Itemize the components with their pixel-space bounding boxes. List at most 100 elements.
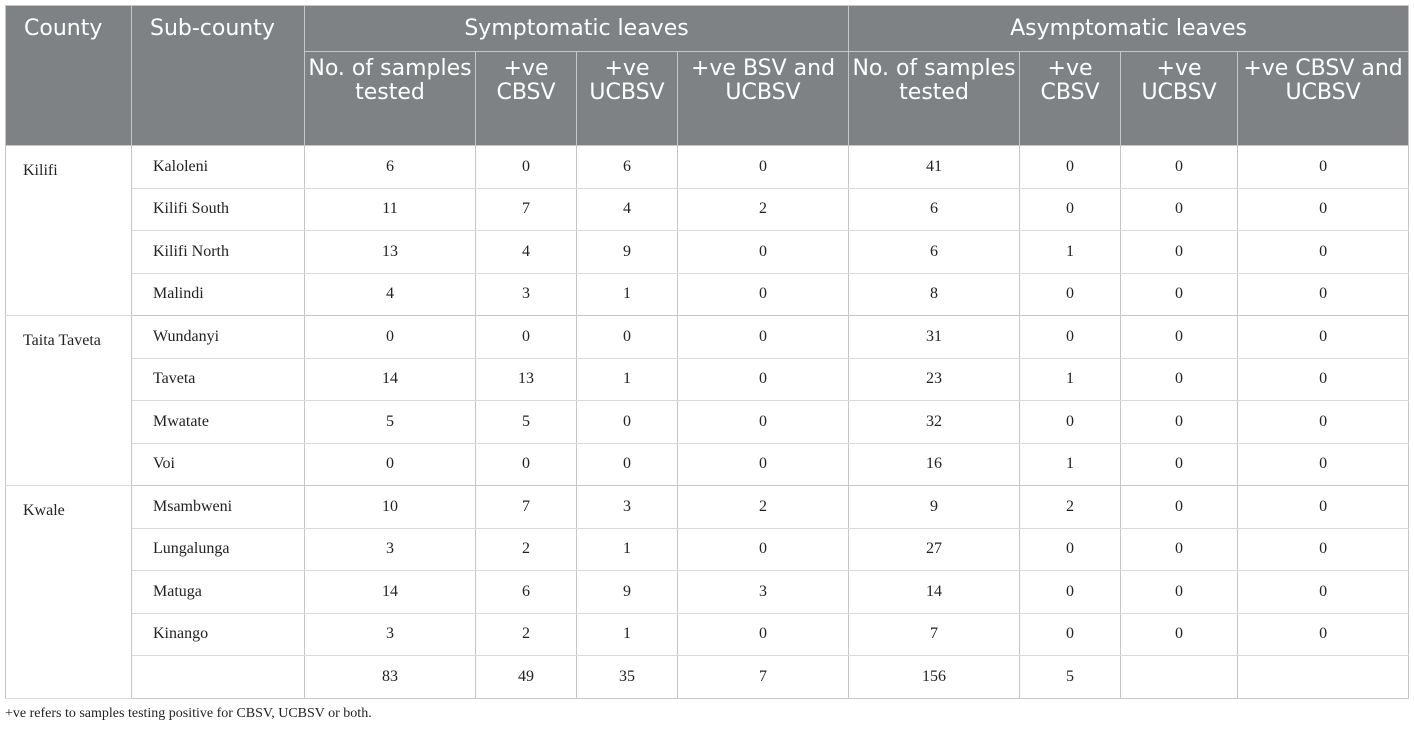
value-cell: 0 — [304, 315, 476, 359]
value-cell: 0 — [676, 400, 850, 444]
value-cell: 0 — [576, 315, 678, 359]
value-cell: 1 — [576, 358, 678, 401]
table-row: Voi 0 0 0 0 16 1 0 0 — [6, 443, 1410, 486]
sub-county-cell: Wundanyi — [131, 315, 305, 359]
value-cell: 1 — [1019, 358, 1122, 401]
value-cell — [1237, 655, 1410, 699]
value-cell: 0 — [1019, 528, 1122, 571]
value-cell: 0 — [1237, 273, 1410, 316]
header-symptomatic-samples-tested: No. of samples tested — [304, 51, 476, 146]
value-cell: 27 — [848, 528, 1021, 571]
value-cell: 0 — [1019, 145, 1122, 189]
value-cell: 7 — [475, 188, 577, 231]
value-cell: 0 — [1120, 528, 1239, 571]
value-cell: 0 — [676, 315, 850, 359]
value-cell: 7 — [475, 485, 577, 529]
table-body: Kilifi Kaloleni 6 0 6 0 41 0 0 0 Kilifi South 11 7 4 2… — [5, 145, 1410, 699]
sub-county-cell: Msambweni — [131, 485, 305, 529]
value-cell: 8 — [848, 273, 1021, 316]
header-symptomatic-bsv-and-ucbsv: +ve BSV and UCBSV — [676, 51, 850, 146]
header-symptomatic-ucbsv: +ve UCBSV — [576, 51, 678, 146]
header-symptomatic-cbsv: +ve CBSV — [475, 51, 577, 146]
table-row: 83 49 35 7 156 5 — [6, 655, 1410, 699]
value-cell: 0 — [1019, 570, 1122, 614]
value-cell: 0 — [676, 273, 850, 316]
value-cell: 31 — [848, 315, 1021, 359]
header-asymptomatic-samples-tested: No. of samples tested — [848, 51, 1021, 146]
value-cell: 0 — [1237, 570, 1410, 614]
table-row: Matuga 14 6 9 3 14 0 0 0 — [6, 570, 1410, 614]
value-cell: 9 — [848, 485, 1021, 529]
value-cell: 3 — [576, 485, 678, 529]
value-cell: 2 — [676, 485, 850, 529]
value-cell: 1 — [1019, 230, 1122, 274]
table-row: Taita Taveta Wundanyi 0 0 0 0 31 0 0 0 — [5, 315, 1410, 486]
sub-county-cell: Taveta — [131, 358, 305, 401]
value-cell: 0 — [304, 443, 476, 486]
sub-county-cell: Lungalunga — [131, 528, 305, 571]
header-asymptomatic-cbsv-and-ucbsv: +ve CBSV and UCBSV — [1237, 51, 1410, 146]
value-cell: 0 — [475, 443, 577, 486]
value-cell: 3 — [676, 570, 850, 614]
value-cell: 7 — [676, 655, 850, 699]
value-cell: 49 — [475, 655, 577, 699]
value-cell: 0 — [1237, 145, 1410, 189]
sub-county-cell — [131, 655, 305, 699]
header-symptomatic-leaves: Symptomatic leaves — [303, 5, 850, 52]
value-cell: 0 — [1120, 443, 1239, 486]
sub-county-cell: Kilifi South — [131, 188, 305, 231]
value-cell: 0 — [1120, 145, 1239, 189]
table-footnote: +ve refers to samples testing positive f… — [5, 706, 372, 721]
table-row: Kwale Msambweni 10 7 3 2 9 2 0 0 — [5, 485, 1410, 699]
value-cell: 16 — [848, 443, 1021, 486]
value-cell: 6 — [848, 188, 1021, 231]
value-cell: 6 — [848, 230, 1021, 274]
value-cell: 0 — [1120, 230, 1239, 274]
header-asymptomatic-ucbsv: +ve UCBSV — [1120, 51, 1239, 146]
value-cell: 2 — [475, 613, 577, 656]
value-cell: 0 — [1237, 358, 1410, 401]
value-cell: 7 — [848, 613, 1021, 656]
value-cell: 2 — [1019, 485, 1122, 529]
sub-county-cell: Malindi — [131, 273, 305, 316]
value-cell: 6 — [304, 145, 476, 189]
value-cell: 0 — [1019, 613, 1122, 656]
header-sub-county: Sub-county — [131, 5, 305, 146]
value-cell: 10 — [304, 485, 476, 529]
value-cell: 0 — [1120, 358, 1239, 401]
value-cell: 32 — [848, 400, 1021, 444]
value-cell: 1 — [576, 613, 678, 656]
value-cell — [1120, 655, 1239, 699]
value-cell: 23 — [848, 358, 1021, 401]
value-cell: 3 — [475, 273, 577, 316]
table-row: Mwatate 5 5 0 0 32 0 0 0 — [6, 400, 1410, 444]
sub-county-cell: Mwatate — [131, 400, 305, 444]
header-asymptomatic-leaves: Asymptomatic leaves — [848, 5, 1410, 52]
table-container: County Sub-county Symptomatic leaves Asy… — [5, 5, 1410, 699]
table-row: Lungalunga 3 2 1 0 27 0 0 0 — [6, 528, 1410, 571]
sub-county-cell: Kinango — [131, 613, 305, 656]
value-cell: 0 — [1019, 400, 1122, 444]
value-cell: 4 — [475, 230, 577, 274]
value-cell: 0 — [676, 613, 850, 656]
table-row: Kilifi North 13 4 9 0 6 1 0 0 — [6, 230, 1410, 274]
sub-county-cell: Matuga — [131, 570, 305, 614]
value-cell: 9 — [576, 230, 678, 274]
value-cell: 0 — [1237, 188, 1410, 231]
value-cell: 0 — [1120, 273, 1239, 316]
value-cell: 0 — [1120, 613, 1239, 656]
value-cell: 1 — [576, 528, 678, 571]
value-cell: 14 — [848, 570, 1021, 614]
value-cell: 6 — [475, 570, 577, 614]
value-cell: 4 — [576, 188, 678, 231]
value-cell: 2 — [676, 188, 850, 231]
value-cell: 0 — [1120, 315, 1239, 359]
value-cell: 156 — [848, 655, 1021, 699]
value-cell: 35 — [576, 655, 678, 699]
table-header: County Sub-county Symptomatic leaves Asy… — [5, 5, 1410, 146]
value-cell: 0 — [475, 145, 577, 189]
value-cell: 1 — [576, 273, 678, 316]
sub-county-cell: Voi — [131, 443, 305, 486]
value-cell: 0 — [1237, 528, 1410, 571]
value-cell: 13 — [475, 358, 577, 401]
